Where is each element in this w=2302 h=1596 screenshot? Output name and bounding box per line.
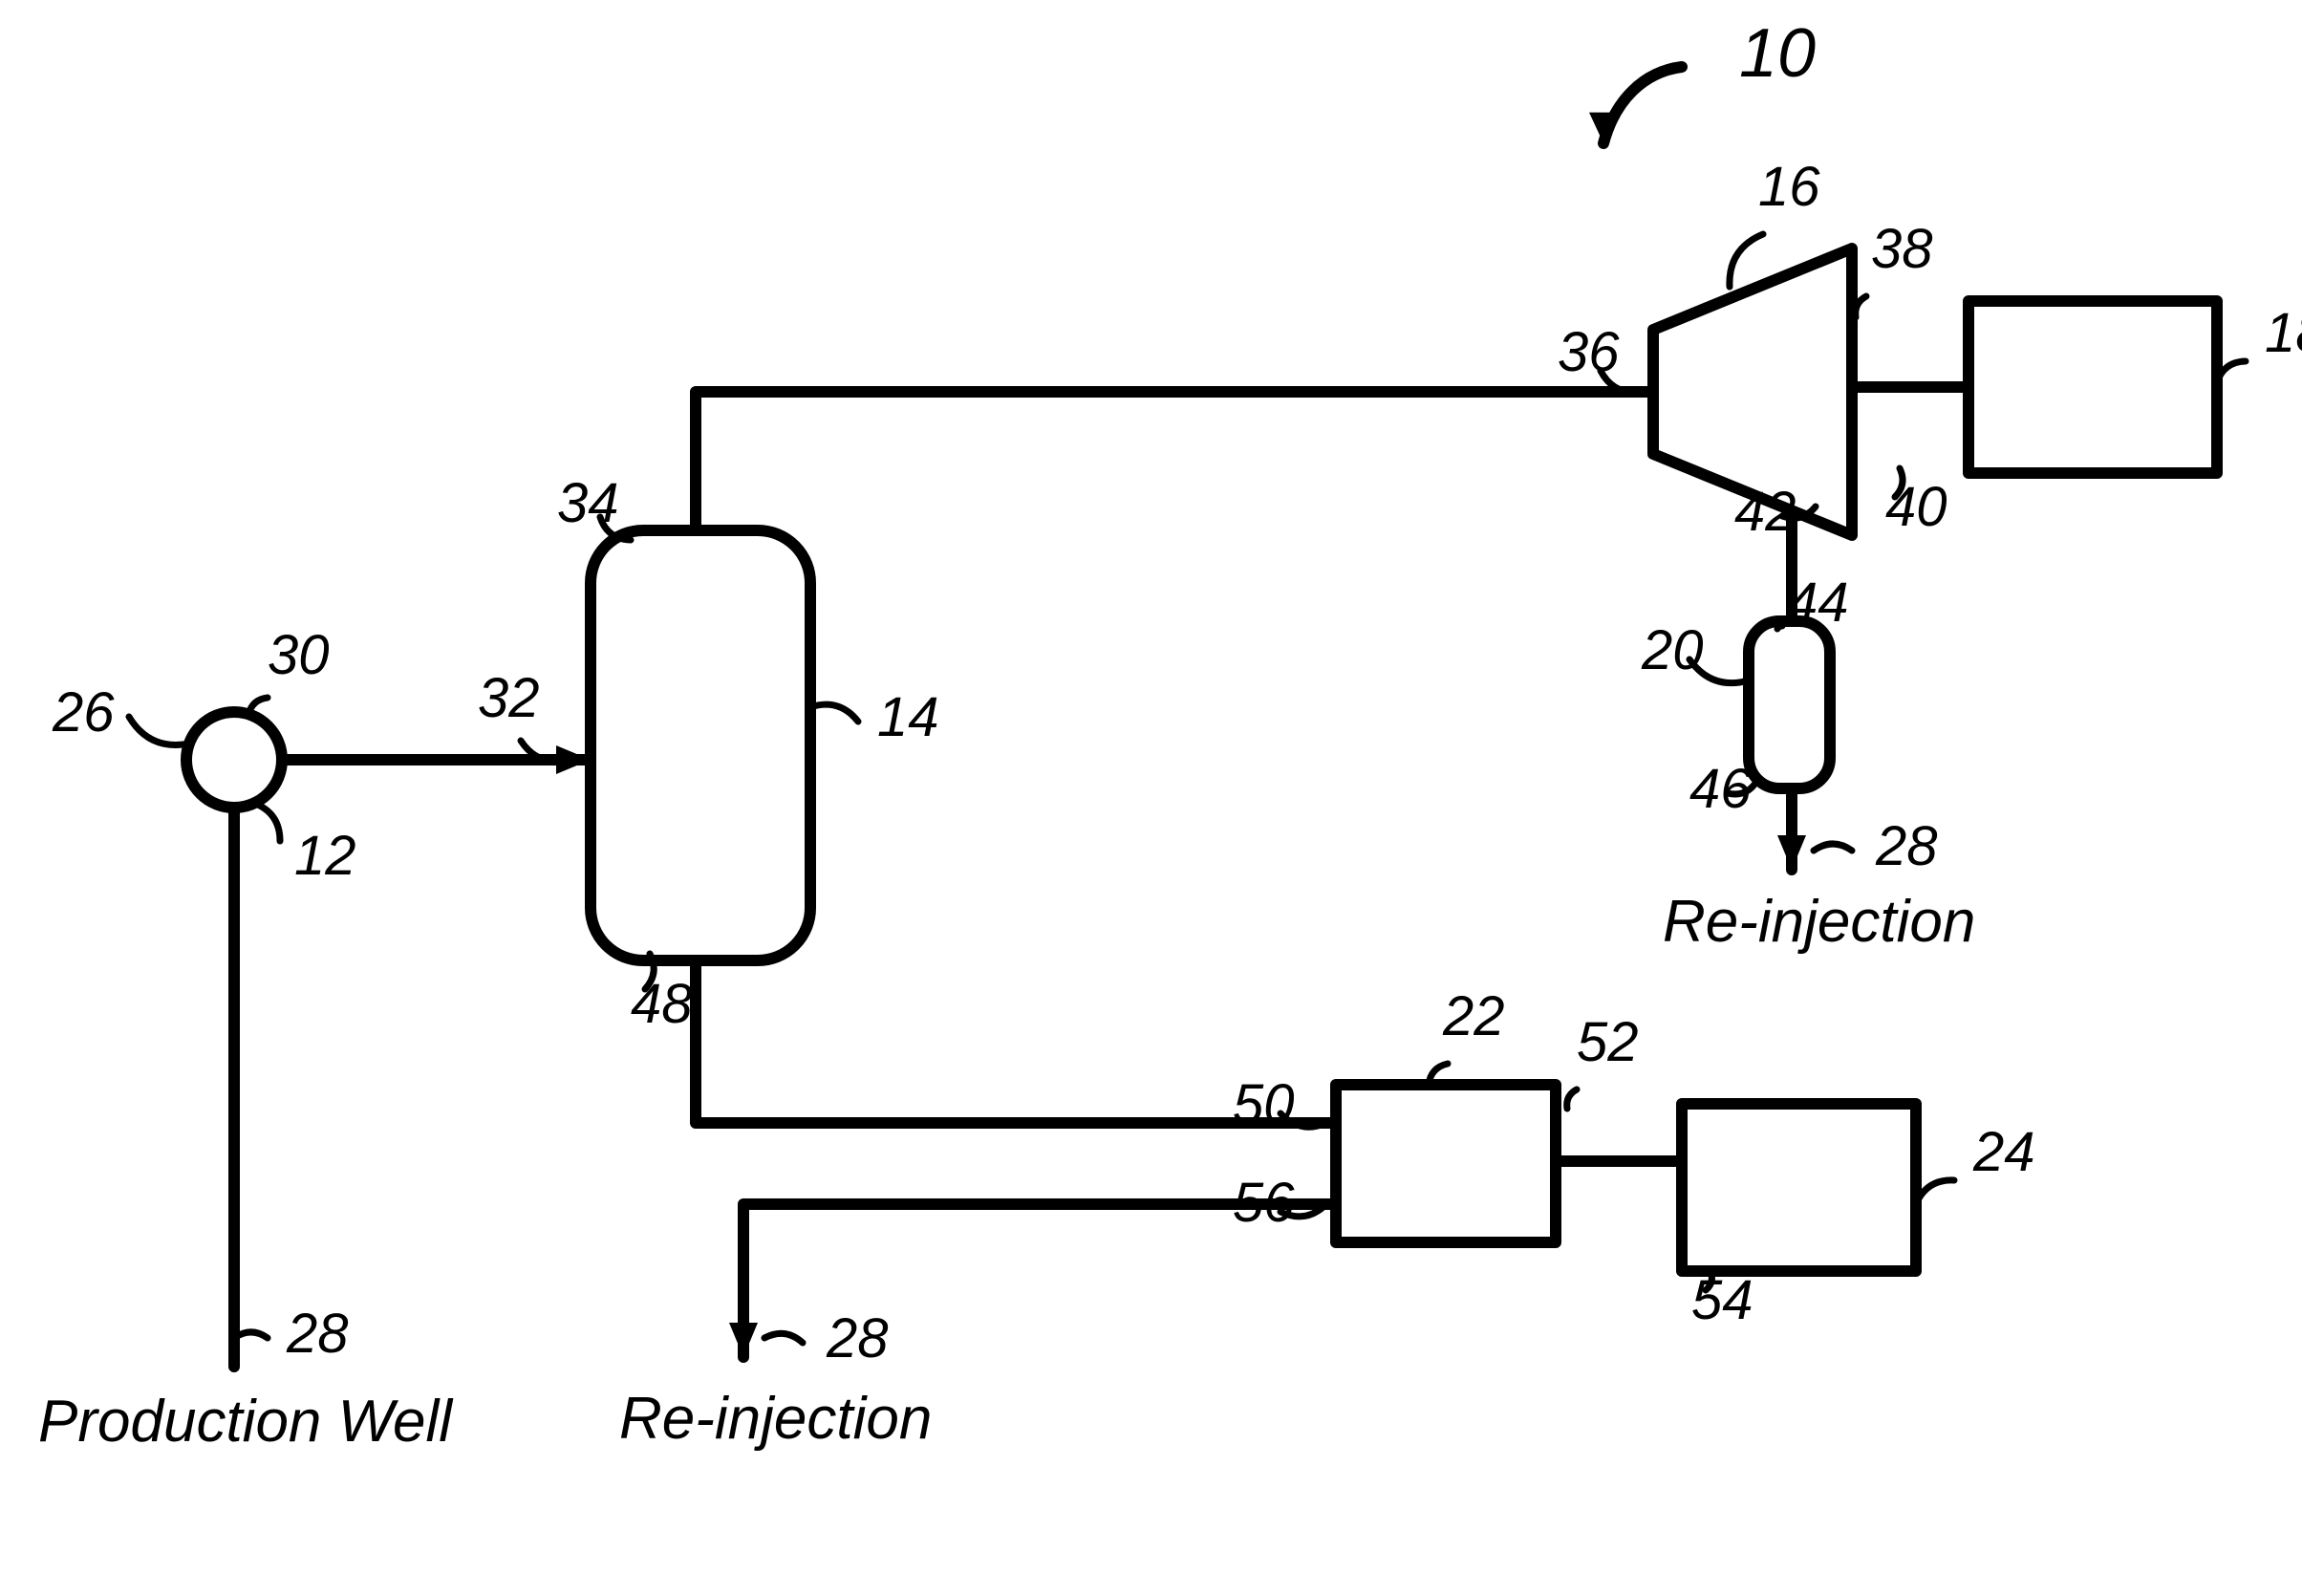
svg-text:36: 36 — [1558, 321, 1620, 383]
svg-text:30: 30 — [268, 624, 330, 686]
svg-text:50: 50 — [1233, 1073, 1295, 1135]
svg-text:18: 18 — [2265, 302, 2302, 364]
svg-text:54: 54 — [1691, 1269, 1753, 1331]
svg-text:32: 32 — [478, 667, 540, 729]
svg-text:46: 46 — [1689, 758, 1752, 820]
svg-text:56: 56 — [1233, 1172, 1295, 1234]
svg-text:34: 34 — [557, 472, 619, 534]
svg-text:20: 20 — [1641, 619, 1704, 681]
svg-text:28: 28 — [826, 1307, 889, 1370]
svg-text:Production Well: Production Well — [38, 1389, 454, 1455]
svg-text:10: 10 — [1739, 15, 1816, 92]
svg-text:38: 38 — [1871, 218, 1933, 280]
svg-text:Re-injection: Re-injection — [619, 1386, 932, 1452]
svg-text:52: 52 — [1577, 1011, 1639, 1073]
svg-text:14: 14 — [877, 686, 939, 748]
svg-text:28: 28 — [1875, 815, 1938, 877]
svg-text:44: 44 — [1787, 572, 1849, 634]
svg-text:26: 26 — [52, 681, 115, 744]
svg-text:28: 28 — [286, 1303, 349, 1365]
svg-text:24: 24 — [1972, 1121, 2035, 1183]
svg-text:Re-injection: Re-injection — [1663, 889, 1975, 955]
svg-text:48: 48 — [631, 973, 693, 1035]
process-flow-diagram: Production Well Re-injection Re-injection 1… — [0, 0, 2302, 1596]
svg-text:16: 16 — [1758, 156, 1820, 218]
svg-text:12: 12 — [294, 825, 356, 887]
svg-text:40: 40 — [1885, 476, 1947, 538]
svg-text:42: 42 — [1734, 481, 1796, 543]
svg-text:22: 22 — [1442, 985, 1505, 1047]
